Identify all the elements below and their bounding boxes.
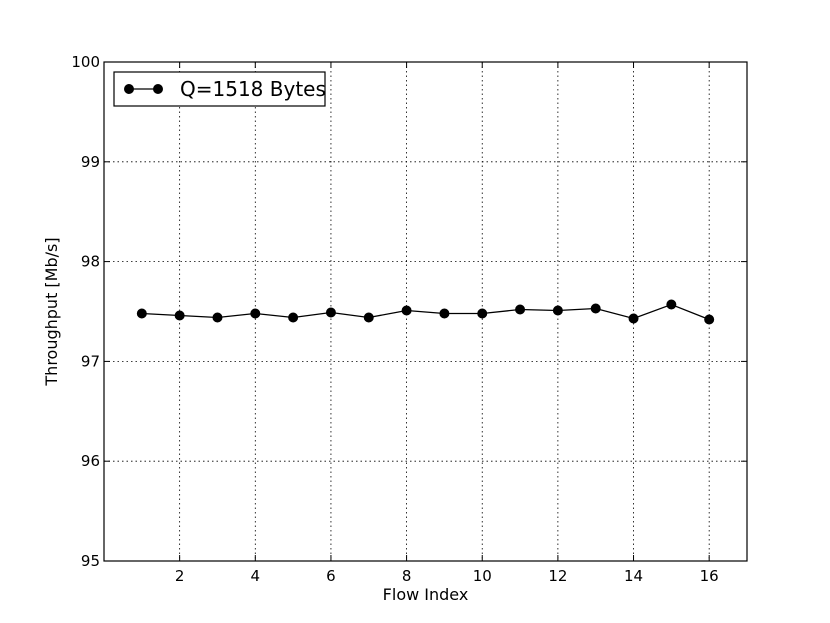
data-point <box>628 313 639 324</box>
y-tick-label: 97 <box>81 352 100 370</box>
data-point <box>477 308 488 319</box>
data-point <box>590 303 601 314</box>
data-point <box>515 304 526 315</box>
series-line <box>141 303 710 321</box>
data-point <box>136 308 147 319</box>
x-axis-label: Flow Index <box>383 585 469 604</box>
x-tick-label: 2 <box>175 567 185 585</box>
x-tick-label: 12 <box>548 567 567 585</box>
y-axis-label: Throughput [Mb/s] <box>42 237 61 386</box>
y-tick-label: 98 <box>81 253 100 271</box>
series-layer <box>136 299 715 325</box>
x-tick-label: 6 <box>326 567 336 585</box>
y-tick-label: 96 <box>81 452 100 470</box>
axis-ticks: 2 4 6 8 10 12 14 16 95 96 97 98 99 100 <box>71 53 747 585</box>
data-point <box>325 307 336 318</box>
grid <box>104 62 747 561</box>
data-point <box>250 308 261 319</box>
data-point <box>552 305 563 316</box>
y-tick-label: 100 <box>71 53 100 71</box>
data-point <box>174 310 185 321</box>
data-point <box>212 312 223 323</box>
legend-marker <box>153 84 163 94</box>
legend-marker <box>124 84 134 94</box>
y-tick-label: 95 <box>81 552 100 570</box>
data-point <box>666 299 677 310</box>
x-tick-label: 8 <box>402 567 412 585</box>
data-point <box>439 308 450 319</box>
legend: Q=1518 Bytes <box>113 71 326 107</box>
data-point <box>704 314 715 325</box>
y-tick-label: 99 <box>81 153 100 171</box>
data-point <box>288 312 299 323</box>
x-tick-label: 14 <box>624 567 643 585</box>
legend-label: Q=1518 Bytes <box>180 77 326 101</box>
x-tick-label: 10 <box>473 567 492 585</box>
data-point <box>363 312 374 323</box>
data-point <box>401 305 412 316</box>
x-tick-label: 4 <box>251 567 261 585</box>
x-tick-label: 16 <box>700 567 719 585</box>
plot-frame <box>103 61 748 562</box>
